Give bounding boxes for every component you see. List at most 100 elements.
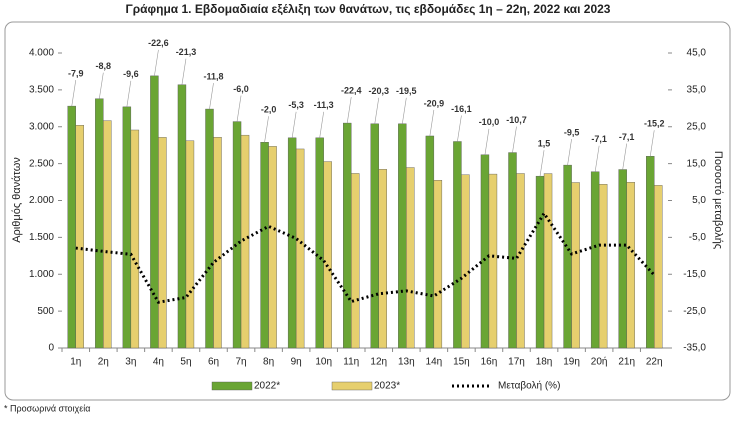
footnote: * Προσωρινά στοιχεία xyxy=(4,403,90,413)
legend-swatch xyxy=(211,381,253,391)
legend-label: Μεταβολή (%) xyxy=(498,380,560,392)
x-tick-label: 21η xyxy=(618,357,635,368)
data-label: -11,8 xyxy=(203,71,223,81)
bar xyxy=(453,141,462,349)
legend-label: 2022* xyxy=(254,381,280,392)
leader-line xyxy=(512,126,517,153)
leader-line xyxy=(649,130,655,157)
leader-line xyxy=(181,58,187,85)
x-tick-label: 15η xyxy=(453,357,470,368)
data-label: -7,1 xyxy=(619,132,635,142)
leader-line xyxy=(429,109,435,137)
y-tick-label: 2.000 xyxy=(29,195,54,206)
bar xyxy=(205,108,214,349)
legend-label: 2023* xyxy=(374,381,400,392)
x-tick-label: 2η xyxy=(98,357,109,368)
bar xyxy=(378,169,387,349)
bar xyxy=(488,173,498,349)
y2-tick-label: 25,0 xyxy=(687,121,707,132)
bar xyxy=(535,175,545,349)
change-line xyxy=(75,210,656,304)
bar xyxy=(343,122,352,349)
x-tick-label: 14η xyxy=(426,357,443,368)
data-label: -5,3 xyxy=(288,100,304,110)
leader-line xyxy=(567,139,572,166)
bar xyxy=(516,173,525,349)
x-tick-label: 18η xyxy=(536,357,553,368)
x-tick-label: 19η xyxy=(563,357,580,368)
leader-line xyxy=(346,97,352,124)
x-tick-label: 22η xyxy=(646,357,663,368)
data-label: -10,7 xyxy=(506,115,527,125)
leader-line xyxy=(457,115,462,142)
x-tick-label: 9η xyxy=(291,357,302,368)
y-tick-label: 3.500 xyxy=(29,85,54,96)
bar xyxy=(103,120,112,349)
data-label: -6,0 xyxy=(233,84,249,94)
bar xyxy=(351,173,360,349)
bar xyxy=(563,164,572,349)
y-tick-label: 1.000 xyxy=(29,269,54,280)
data-label: -20,3 xyxy=(369,86,390,96)
x-tick-label: 13η xyxy=(398,357,415,368)
data-label: -20,9 xyxy=(424,98,445,108)
x-tick-label: 5η xyxy=(180,357,191,368)
x-tick-label: 6η xyxy=(208,357,219,368)
y-tick-label: 1.500 xyxy=(29,232,54,243)
bar xyxy=(260,142,269,349)
x-tick-label: 3η xyxy=(125,357,136,368)
data-label: -22,6 xyxy=(148,38,169,48)
x-tick-label: 8η xyxy=(263,357,274,368)
data-label: -19,5 xyxy=(396,86,417,96)
bar xyxy=(370,123,379,349)
y2-tick-label: 15,0 xyxy=(687,158,707,169)
y2-tick-label: -5,0 xyxy=(689,232,707,243)
leader-line xyxy=(319,111,324,138)
bar xyxy=(177,84,187,349)
leader-line xyxy=(71,80,77,107)
leader-line xyxy=(154,49,159,76)
data-label: -16,1 xyxy=(451,104,472,114)
x-tick-label: 17η xyxy=(508,357,525,368)
bar xyxy=(122,106,132,349)
bar xyxy=(433,180,443,349)
bar xyxy=(398,123,407,349)
bar xyxy=(287,137,297,349)
data-label: -2,0 xyxy=(261,105,277,115)
data-label: -9,5 xyxy=(564,127,580,137)
data-label: -15,2 xyxy=(644,119,665,129)
bar xyxy=(571,182,580,349)
bar xyxy=(626,182,635,349)
y2-tick-label: -25,0 xyxy=(683,306,706,317)
x-tick-label: 1η xyxy=(70,357,81,368)
y2-tick-label: 35,0 xyxy=(687,85,707,96)
y2-tick-label: -15,0 xyxy=(683,269,706,280)
leader-line xyxy=(539,150,545,177)
x-tick-label: 7η xyxy=(235,357,246,368)
leader-line xyxy=(291,111,297,138)
bar xyxy=(323,161,332,349)
bar xyxy=(130,129,140,349)
bar xyxy=(213,137,222,349)
leader-line xyxy=(622,143,627,170)
bar xyxy=(598,184,608,349)
y-tick-label: 0 xyxy=(48,343,54,354)
bar xyxy=(543,173,553,349)
leader-line xyxy=(209,83,214,110)
chart-title: Γράφημα 1. Εβδομαδιαία εξέλιξη των θανάτ… xyxy=(126,2,611,16)
bar xyxy=(480,154,490,349)
bar xyxy=(75,125,84,349)
bar xyxy=(425,135,435,349)
bar xyxy=(150,75,159,349)
leader-line xyxy=(374,97,380,124)
bar xyxy=(268,146,277,349)
bar xyxy=(67,105,76,349)
x-tick-label: 12η xyxy=(370,357,387,368)
x-tick-label: 4η xyxy=(153,357,164,368)
leader-line xyxy=(594,145,600,172)
data-label: -7,9 xyxy=(68,68,84,78)
bar xyxy=(158,137,167,349)
leader-line xyxy=(402,97,407,124)
bar xyxy=(295,148,305,349)
bar xyxy=(95,98,104,349)
